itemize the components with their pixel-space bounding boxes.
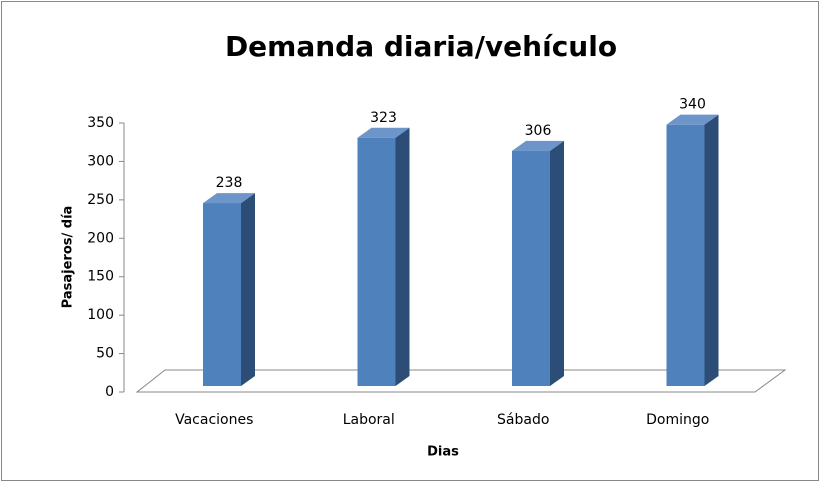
bar-top: [357, 127, 410, 138]
bar: [666, 114, 719, 386]
y-tick-label: 200: [87, 230, 114, 246]
y-tick-label: 250: [87, 192, 114, 208]
bar-top: [512, 140, 564, 151]
x-tick-label: Vacaciones: [175, 412, 253, 428]
bar-top: [203, 193, 255, 204]
y-tick-label: 300: [87, 153, 114, 169]
bar: [512, 140, 564, 386]
y-tick-label: 0: [105, 384, 114, 400]
y-tick-label: 150: [87, 269, 114, 285]
bar: [357, 127, 410, 386]
data-label: 306: [525, 123, 552, 139]
y-axis-label: Pasajeros/ día: [61, 206, 76, 309]
x-tick-label: Domingo: [646, 412, 709, 428]
bar-side: [395, 127, 410, 386]
data-label: 323: [370, 110, 397, 126]
bar-side: [550, 140, 564, 386]
bar-front: [666, 124, 705, 386]
bar-side: [704, 114, 719, 386]
bar-top: [666, 114, 719, 125]
bar: [203, 193, 255, 386]
y-tick-label: 350: [87, 115, 114, 131]
bar-front: [357, 137, 396, 386]
x-tick-label: Sábado: [497, 412, 549, 428]
bar-front: [203, 203, 241, 386]
floor: [135, 369, 787, 393]
bar-side: [241, 193, 255, 386]
data-label: 340: [679, 97, 706, 113]
x-tick-label: Laboral: [343, 412, 395, 428]
chart-title: Demanda diaria/vehículo: [225, 30, 617, 63]
y-tick-label: 50: [96, 346, 114, 362]
x-axis-label: Dias: [427, 445, 459, 460]
data-label: 238: [216, 175, 243, 191]
y-tick-label: 100: [87, 307, 114, 323]
bar-front: [512, 150, 550, 386]
